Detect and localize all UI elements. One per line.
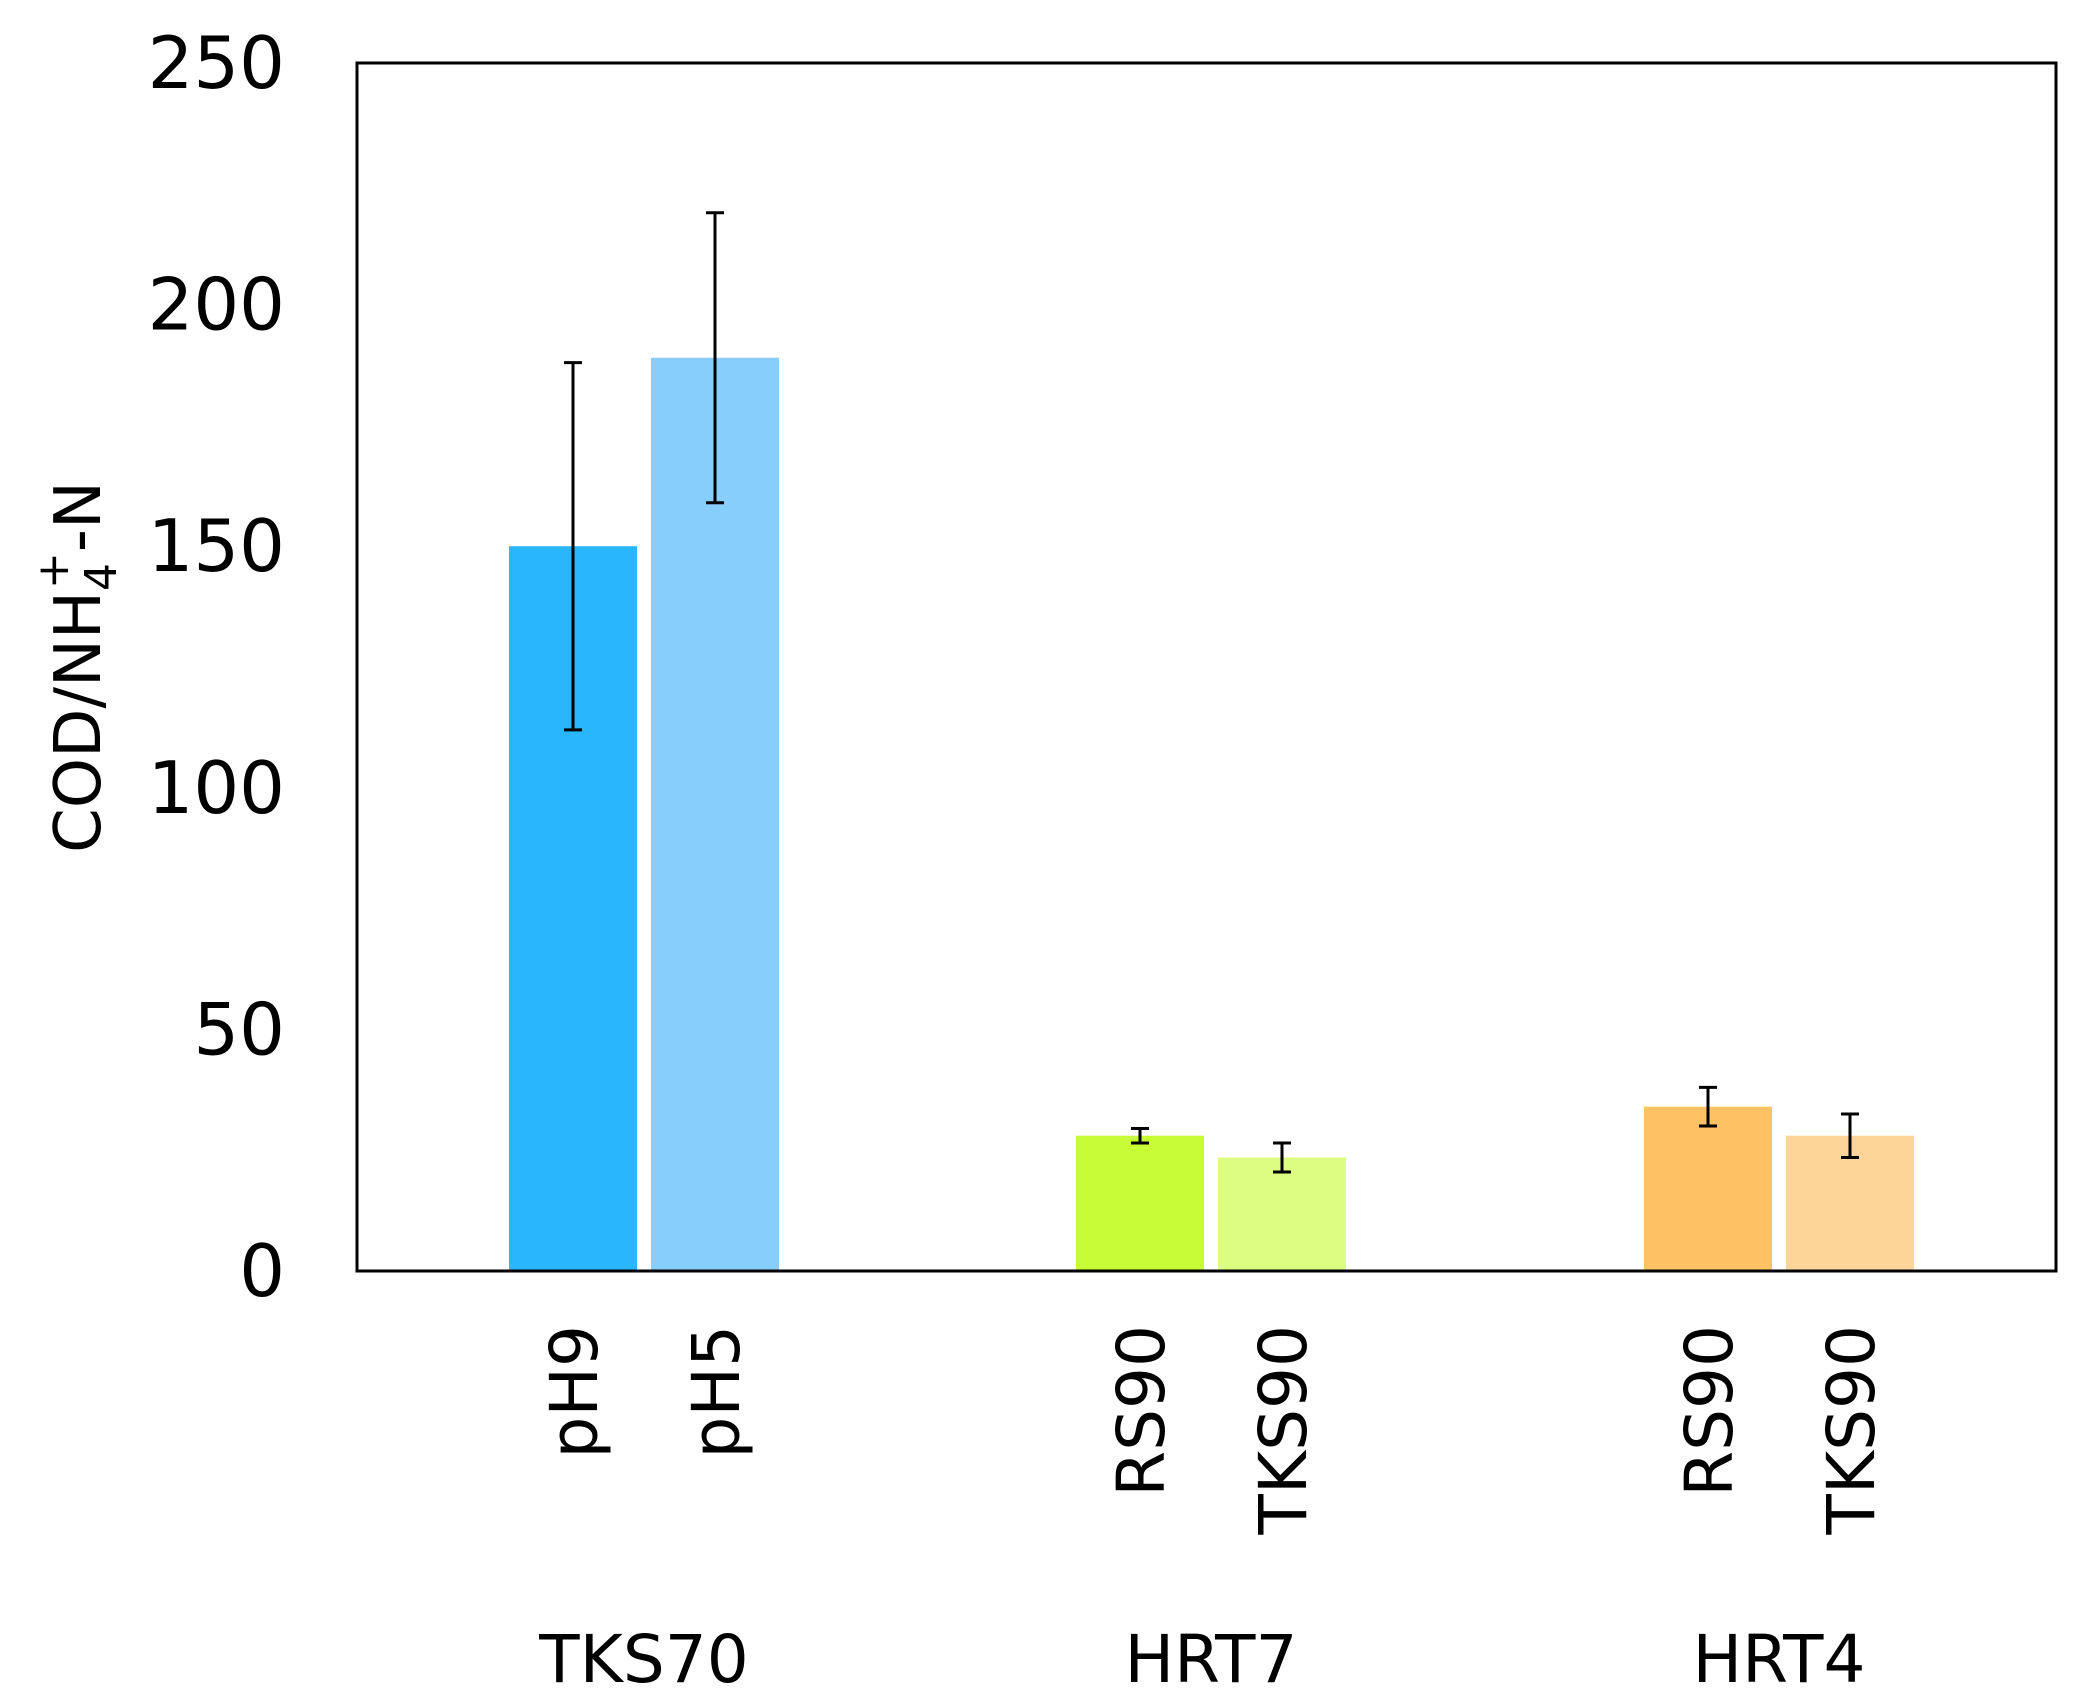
bars-layer (509, 357, 1914, 1271)
bar-tks70-ph5 (651, 357, 779, 1271)
y-tick-label: 0 (239, 1229, 285, 1313)
x-axis-labels: pH9 pH5 TKS70 RS90 TKS90 HRT7 RS90 TKS90 HRT4 (536, 1325, 1890, 1696)
error-bar-tks70-ph9 (564, 361, 582, 732)
error-bar-tks70-ph5 (706, 211, 724, 505)
x-tick-label: RS90 (1103, 1325, 1180, 1497)
error-bar-hrt7-rs90 (1131, 1126, 1149, 1145)
error-bar-hrt7-tks90 (1273, 1141, 1291, 1174)
error-bars-layer (564, 211, 1859, 1174)
x-tick-label: TKS90 (1813, 1325, 1890, 1535)
y-axis-title-main: COD/NH (42, 591, 116, 853)
y-axis-ticks: 0 50 100 150 200 250 (148, 21, 285, 1313)
y-axis-title-superscript: + (28, 552, 79, 589)
group-label: HRT4 (1693, 1621, 1866, 1696)
y-axis-title-suffix: -N (42, 481, 116, 552)
y-axis-title: COD/NH4+-N (28, 481, 127, 853)
group-label: TKS70 (538, 1621, 748, 1696)
x-tick-label: TKS90 (1245, 1325, 1322, 1535)
group-label: HRT7 (1125, 1621, 1298, 1696)
bar-hrt4-rs90 (1644, 1106, 1772, 1271)
y-tick-label: 50 (193, 987, 285, 1071)
y-tick-label: 200 (148, 263, 285, 347)
error-bar-hrt4-rs90 (1699, 1085, 1717, 1128)
y-tick-label: 150 (148, 504, 285, 588)
x-tick-label: pH9 (536, 1325, 613, 1459)
plot-area-frame (355, 61, 2058, 1273)
x-tick-label: RS90 (1671, 1325, 1748, 1497)
y-axis-title-subscript: 4 (76, 563, 127, 591)
bar-hrt7-tks90 (1218, 1157, 1346, 1271)
y-tick-label: 100 (148, 746, 285, 830)
y-tick-label: 250 (148, 21, 285, 105)
x-tick-label: pH5 (678, 1325, 755, 1459)
bar-hrt7-rs90 (1076, 1135, 1204, 1271)
error-bar-hrt4-tks90 (1841, 1112, 1859, 1159)
